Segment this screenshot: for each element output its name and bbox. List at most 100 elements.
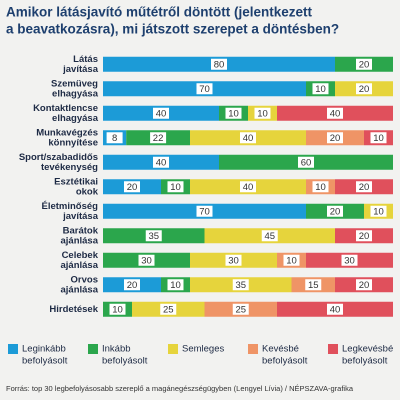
- value-label-box: [312, 83, 329, 95]
- value-label-box: [124, 279, 140, 291]
- value-label-box: [153, 156, 169, 168]
- category-label: Szemüveg: [51, 78, 98, 89]
- value-label: 20: [359, 280, 370, 291]
- legend-swatch: [168, 344, 178, 354]
- legend-swatch: [328, 344, 338, 354]
- value-label: 70: [199, 206, 210, 217]
- legend-swatch: [8, 344, 18, 354]
- value-label-box: [370, 132, 387, 144]
- category-label: könnyítése: [48, 137, 98, 148]
- value-label: 35: [148, 231, 159, 242]
- value-label: 70: [199, 84, 210, 95]
- value-label: 20: [359, 84, 370, 95]
- value-label: 60: [301, 157, 312, 168]
- value-label-box: [232, 303, 249, 315]
- value-label: 20: [127, 182, 138, 193]
- value-label: 10: [315, 182, 326, 193]
- value-label: 40: [330, 304, 341, 315]
- legend-label: befolyásolt: [342, 356, 388, 367]
- value-label-box: [327, 303, 343, 315]
- category-label: javítása: [62, 64, 99, 75]
- legend-label: befolyásolt: [262, 356, 308, 367]
- value-label-box: [225, 107, 242, 119]
- value-label: 25: [235, 304, 246, 315]
- value-label-box: [225, 254, 242, 266]
- value-label-box: [327, 205, 343, 217]
- category-label: Hirdetések: [49, 304, 98, 315]
- value-label-box: [356, 58, 372, 70]
- value-label-box: [145, 230, 162, 242]
- category-label: Életminőség: [42, 201, 99, 212]
- legend-label: Legkevésbé: [342, 344, 393, 355]
- value-label-box: [232, 279, 249, 291]
- value-label-box: [160, 303, 177, 315]
- value-label: 20: [330, 133, 341, 144]
- value-label-box: [124, 181, 140, 193]
- legend-label: Kevésbé: [262, 344, 299, 355]
- legend-label: Leginkább: [22, 344, 66, 355]
- chart-title: Amikor látásjavító műtétről döntött (jel…: [6, 5, 313, 20]
- legend-label: befolyásolt: [102, 356, 148, 367]
- category-label: ajánlása: [61, 284, 99, 295]
- value-label: 10: [170, 280, 181, 291]
- category-label: ajánlása: [61, 260, 99, 271]
- value-label: 20: [359, 231, 370, 242]
- value-label: 30: [344, 255, 355, 266]
- legend-label: Inkább: [102, 344, 131, 355]
- value-label-box: [356, 230, 372, 242]
- legend-label: befolyásolt: [22, 356, 68, 367]
- value-label: 10: [228, 108, 239, 119]
- value-label: 10: [286, 255, 297, 266]
- value-label: 10: [257, 108, 268, 119]
- value-label-box: [305, 279, 322, 291]
- value-label: 20: [127, 280, 138, 291]
- category-label: elhagyása: [52, 113, 99, 124]
- value-label: 8: [112, 133, 117, 144]
- category-label: elhagyása: [52, 88, 99, 99]
- value-label-box: [167, 279, 184, 291]
- value-label-box: [356, 181, 372, 193]
- value-label: 40: [243, 133, 254, 144]
- value-label-box: [211, 58, 227, 70]
- value-label: 40: [156, 157, 167, 168]
- category-label: javítása: [62, 211, 99, 222]
- value-label: 35: [235, 280, 246, 291]
- value-label-box: [312, 181, 329, 193]
- value-label-box: [356, 83, 372, 95]
- value-label: 30: [141, 255, 152, 266]
- value-label-box: [240, 132, 256, 144]
- value-label: 22: [153, 133, 164, 144]
- category-label: tevékenység: [41, 162, 98, 173]
- category-label: Orvos: [71, 274, 98, 285]
- value-label: 40: [330, 108, 341, 119]
- value-label-box: [153, 107, 169, 119]
- value-label: 45: [264, 231, 275, 242]
- category-label: Barátok: [63, 225, 99, 236]
- value-label: 80: [214, 59, 225, 70]
- value-label: 40: [156, 108, 167, 119]
- value-label-box: [283, 254, 300, 266]
- value-label-box: [327, 132, 343, 144]
- value-label: 10: [315, 84, 326, 95]
- value-label: 15: [308, 280, 319, 291]
- category-label: Látás: [73, 54, 98, 65]
- value-label-box: [254, 107, 271, 119]
- value-label: 10: [170, 182, 181, 193]
- category-label: Esztétikai: [54, 176, 98, 187]
- value-label: 10: [373, 206, 384, 217]
- category-label: Kontaktlencse: [33, 103, 98, 114]
- value-label-box: [138, 254, 155, 266]
- value-label: 30: [228, 255, 239, 266]
- value-label-box: [261, 230, 278, 242]
- value-label-box: [298, 156, 314, 168]
- source: Forrás: top 30 legbefolyásosabb szereplő…: [6, 384, 354, 393]
- value-label: 10: [373, 133, 384, 144]
- value-label-box: [341, 254, 358, 266]
- value-label-box: [109, 303, 126, 315]
- value-label-box: [167, 181, 184, 193]
- value-label: 40: [243, 182, 254, 193]
- category-label: Celebek: [62, 250, 99, 261]
- value-label: 20: [330, 206, 341, 217]
- value-label-box: [196, 205, 213, 217]
